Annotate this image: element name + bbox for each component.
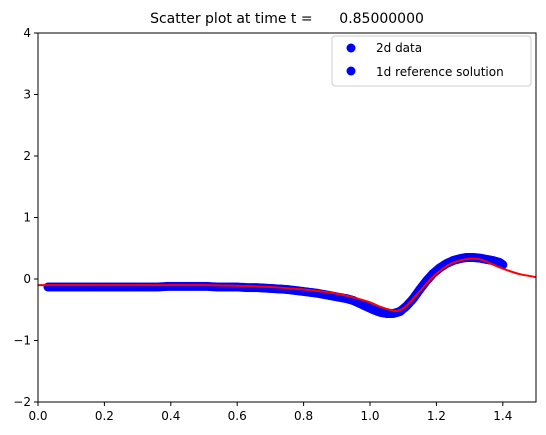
y-tick-label: 4 xyxy=(23,26,31,40)
y-tick-label: −2 xyxy=(13,395,31,409)
y-tick-label: 1 xyxy=(23,211,31,225)
reference-solution-line xyxy=(38,257,536,313)
x-tick-label: 0.6 xyxy=(228,409,247,423)
x-tick-label: 1.4 xyxy=(493,409,512,423)
x-tick-label: 0.0 xyxy=(28,409,47,423)
legend-marker-2d-data xyxy=(346,43,356,53)
legend-label-2d-data: 2d data xyxy=(376,41,422,55)
y-tick-label: 0 xyxy=(23,272,31,286)
y-tick-label: 2 xyxy=(23,149,31,163)
legend: 2d data 1d reference solution xyxy=(331,35,532,87)
x-tick-label: 0.4 xyxy=(161,409,180,423)
legend-label-1d-reference: 1d reference solution xyxy=(376,65,504,79)
y-axis: −2 −1 0 1 2 3 4 xyxy=(13,26,38,409)
axes-frame xyxy=(37,32,537,403)
y-tick-label: −1 xyxy=(13,334,31,348)
legend-box xyxy=(331,35,532,87)
chart-title: Scatter plot at time t = 0.85000000 xyxy=(150,11,424,27)
x-axis: 0.0 0.2 0.4 0.6 0.8 1.0 1.2 1.4 xyxy=(28,402,512,423)
x-tick-label: 1.0 xyxy=(360,409,379,423)
legend-marker-1d-reference xyxy=(346,66,356,76)
y-tick-label: 3 xyxy=(23,88,31,102)
x-tick-label: 0.8 xyxy=(294,409,313,423)
plot-area xyxy=(38,252,536,318)
x-tick-label: 1.2 xyxy=(427,409,446,423)
x-tick-label: 0.2 xyxy=(95,409,114,423)
